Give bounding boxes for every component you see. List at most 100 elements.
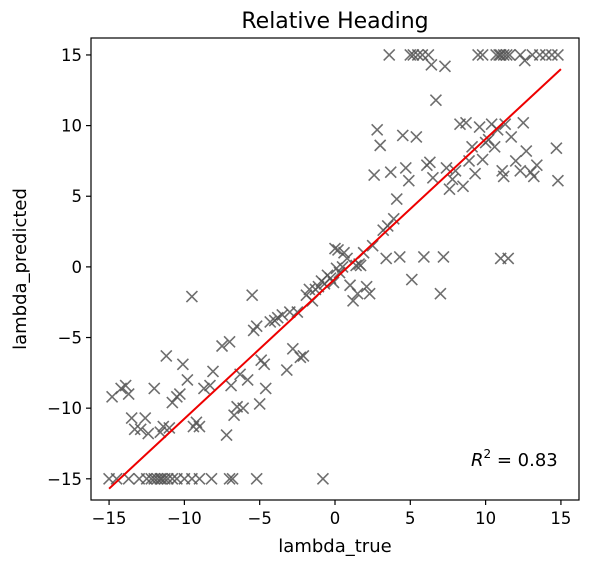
regression-line [108,68,562,490]
data-point [499,118,512,131]
r-squared-annotation: R2 = 0.83 [471,447,558,471]
data-point [250,320,263,333]
data-point [226,472,239,485]
data-point [503,48,516,62]
data-point [351,287,364,300]
data-point [520,144,533,158]
data-point [203,379,217,392]
data-point [337,246,351,259]
data-point [545,48,558,62]
y-tick-label: −5 [58,329,82,348]
data-point [443,183,456,196]
data-point [237,402,250,415]
y-axis-label: lambda_predicted [10,188,31,350]
data-point [407,48,420,62]
data-point [505,130,518,143]
data-point [316,472,330,485]
data-point [423,156,436,169]
y-tick-label: 10 [61,117,82,136]
data-point [264,315,277,329]
data-point [205,472,218,485]
data-point [488,140,501,153]
r-squared-exponent: 2 [484,447,492,461]
data-point [166,472,179,485]
data-point [125,411,138,425]
data-point [250,472,263,485]
x-axis-ticks: −15 −10 −5 0 5 10 15 [92,500,571,528]
data-point [340,252,354,265]
data-point [405,273,418,286]
y-axis-ticks: −15 −10 −5 0 5 10 15 [47,46,91,489]
data-point [411,48,424,62]
y-tick-label: −15 [47,470,82,489]
data-point [246,289,259,302]
data-point [253,397,266,410]
data-point [220,428,233,442]
data-point [181,373,194,386]
x-tick-label: 10 [475,509,496,528]
data-point [550,142,563,155]
y-tick-label: 0 [72,258,83,277]
data-point [402,174,415,187]
data-point [128,423,141,436]
data-point [429,94,442,107]
data-point [223,472,236,485]
data-point [354,259,367,272]
data-point [472,48,485,62]
data-point [509,154,522,167]
data-point [163,421,176,435]
data-point [223,335,236,348]
data-point [303,283,316,296]
marks-layer [103,48,564,485]
data-point [502,252,515,265]
data-point [416,48,429,62]
data-point [276,308,289,321]
fit-line-layer [108,68,562,490]
data-point [380,252,393,265]
r-squared-value: = 0.83 [491,450,558,471]
data-point [387,212,400,225]
x-axis-label: lambda_true [278,536,391,557]
data-point [139,411,152,425]
data-point [446,173,459,186]
x-tick-label: 15 [550,509,571,528]
data-point [422,48,435,62]
x-tick-label: 0 [330,509,341,528]
data-point [514,164,527,177]
data-point [259,382,272,395]
data-point [145,472,158,485]
data-point [384,166,397,179]
data-point [333,266,346,279]
data-point [148,382,161,395]
data-point [494,48,507,62]
data-point [155,472,168,485]
data-point [291,306,304,319]
y-tick-label: 5 [72,187,83,206]
data-point [383,48,396,62]
data-point [258,358,271,371]
data-point [225,379,238,392]
data-point [551,174,564,187]
data-point [297,349,310,362]
data-point [366,239,379,252]
data-point [399,161,412,175]
data-point [410,130,423,143]
data-point [469,167,482,180]
r-squared-symbol: R [471,450,484,471]
data-point [551,48,564,62]
data-point [497,170,510,183]
data-point [426,171,439,184]
data-point [336,260,349,273]
data-point [518,54,531,67]
data-point [173,387,186,401]
data-point [160,349,173,362]
x-tick-label: 5 [405,509,416,528]
data-point [425,58,438,71]
data-point [193,420,206,433]
data-point [533,48,546,62]
data-point [142,427,155,440]
data-point [527,170,540,183]
data-point [449,164,462,177]
data-point [215,339,229,353]
data-point [371,123,384,136]
